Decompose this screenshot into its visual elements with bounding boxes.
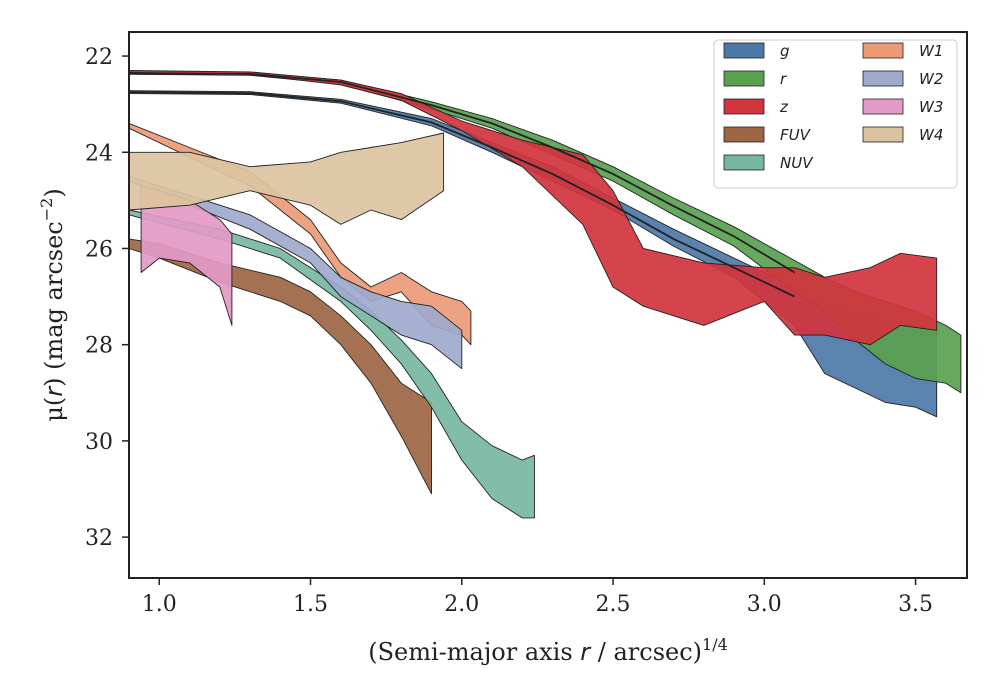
model-line-2 [128,72,796,274]
legend-swatch-w1 [862,42,904,59]
legend-label-g: g [780,42,790,60]
legend-swatch-w4 [862,126,904,143]
x-axis-title-exp: 1/4 [702,635,728,654]
y-tick-label: 30 [85,430,113,455]
x-tick-label: 2.5 [596,592,631,617]
series-band-w4 [128,132,445,225]
y-tick-label: 26 [85,237,113,262]
y-axis-ticks: 22 24 26 28 30 32 [85,45,129,551]
legend: grz FUV NUV W1 W2 W3 W4 [713,39,958,189]
legend-swatch-r [723,70,765,87]
x-tick-label: 3.0 [747,592,782,617]
x-axis-title-pre: (Semi-major axis [368,638,580,666]
legend-label-nuv: NUV [780,154,814,172]
x-tick-label: 2.0 [444,592,479,617]
x-tick-label: 3.5 [898,592,933,617]
plot-frame [128,31,968,579]
y-axis-title-mid: ) (mag arcsec [40,221,68,387]
y-axis-title-close: ) [40,188,68,197]
legend-swatch-w2 [862,70,904,87]
series-band-w2 [128,175,463,370]
series-band-fuv [128,238,432,495]
legend-label-w1: W1 [919,42,943,60]
legend-swatch-fuv [723,126,765,143]
x-axis-title-var: r [580,638,592,666]
legend-swatch-nuv [723,154,765,171]
x-axis-title-post: / arcsec) [590,638,702,666]
model-line-1 [128,91,795,298]
legend-entries: grz FUV NUV W1 W2 W3 W4 [723,42,943,172]
x-tick-label: 1.0 [142,592,177,617]
legend-label-w2: W2 [919,70,943,88]
legend-swatch-w3 [862,98,904,115]
y-tick-label: 22 [85,45,113,70]
model-lines [128,72,796,298]
y-axis-title-mu: μ( [40,397,68,422]
legend-label-w4: W4 [919,126,943,144]
y-axis-title-var: r [40,385,68,397]
legend-label-w3: W3 [919,98,943,116]
legend-label-fuv: FUV [780,126,812,144]
y-tick-label: 28 [85,334,113,359]
legend-swatch-g [723,42,765,59]
series-band-w1 [128,122,472,346]
y-tick-label: 24 [85,141,113,166]
x-axis-title: (Semi-major axis r / arcsec)1/4 [368,635,728,666]
x-tick-label: 1.5 [293,592,328,617]
y-axis-title: μ(r) (mag arcsec−2) [37,188,68,421]
y-tick-label: 32 [85,526,113,551]
series-layer [128,70,962,519]
legend-label-r: r [780,70,787,88]
legend-swatch-z [723,98,765,115]
y-axis-title-exp: −2 [37,198,56,222]
legend-label-z: z [779,98,789,116]
x-axis-ticks: 1.0 1.5 2.0 2.5 3.0 3.5 [142,578,933,617]
